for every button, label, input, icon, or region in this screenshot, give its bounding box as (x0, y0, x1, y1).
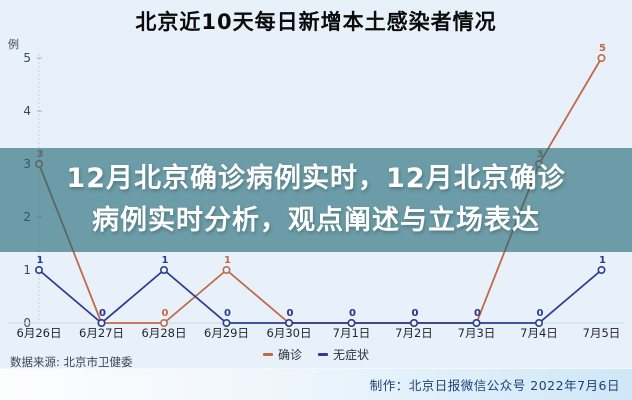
x-axis-date-label: 6月28日 (142, 326, 187, 340)
data-point-marker (472, 318, 481, 327)
legend-item-asymptomatic: 无症状 (318, 346, 369, 363)
overlay-text-line-1: 12月北京确诊病例实时，12月北京确诊 (66, 163, 566, 194)
data-point-label: 5 (599, 43, 606, 54)
data-point-label: 0 (349, 308, 356, 319)
data-point-label: 0 (287, 308, 294, 319)
headline-overlay-banner: 12月北京确诊病例实时，12月北京确诊 病例实时分析，观点阐述与立场表达 (0, 148, 632, 252)
y-axis-tick-label: 4 (23, 104, 31, 118)
data-point-label: 0 (99, 308, 106, 319)
data-point-label: 0 (224, 308, 231, 319)
data-point-marker (347, 318, 356, 327)
chart-title: 北京近10天每日新增本土感染者情况 (135, 10, 497, 34)
data-point-label: 0 (349, 308, 356, 319)
data-point-label: 0 (99, 308, 106, 319)
data-point-marker (597, 53, 606, 62)
data-source-note: 数据来源: 北京市卫健委 (10, 355, 133, 369)
x-axis-date-label: 6月30日 (267, 326, 312, 340)
y-axis-tick-label: 5 (23, 51, 31, 65)
data-point-marker (597, 265, 606, 274)
data-point-label: 0 (474, 308, 481, 319)
data-point-marker (222, 265, 231, 274)
legend-label-asymptomatic: 无症状 (333, 347, 370, 362)
data-point-label: 0 (537, 308, 544, 319)
legend-label-confirmed: 确诊 (277, 347, 302, 362)
data-point-label: 1 (224, 255, 231, 266)
data-point-label: 0 (474, 308, 481, 319)
data-point-label: 1 (162, 255, 169, 266)
data-point-marker (97, 318, 106, 327)
y-axis-tick-label: 1 (23, 263, 31, 277)
data-point-label: 0 (162, 308, 169, 319)
x-axis-date-label: 6月29日 (204, 326, 249, 340)
series-line-asymptomatic (38, 268, 603, 325)
data-point-marker (160, 318, 169, 327)
x-axis-date-label: 6月27日 (79, 326, 124, 340)
data-point-label: 0 (412, 308, 419, 319)
chart-legend: 确诊 无症状 (0, 346, 632, 362)
x-axis-date-label: 6月26日 (17, 326, 62, 340)
data-point-label: 1 (599, 255, 606, 266)
data-point-marker (284, 318, 293, 327)
data-point-label: 1 (37, 255, 44, 266)
confirmed-series-dash-icon (262, 352, 273, 356)
credit-note: 制作：北京日报微信公众号 2022年7月6日 (369, 378, 620, 393)
asymptomatic-series-dash-icon (318, 352, 328, 356)
data-point-marker (222, 318, 231, 327)
footer-strip: 制作：北京日报微信公众号 2022年7月6日 (0, 368, 632, 400)
data-point-label: 0 (412, 308, 419, 319)
data-point-marker (409, 318, 418, 327)
x-axis-date-label: 7月2日 (395, 326, 433, 340)
x-axis-date-label: 7月3日 (458, 326, 496, 340)
data-point-marker (160, 265, 169, 274)
overlay-text-line-2: 病例实时分析，观点阐述与立场表达 (92, 205, 540, 236)
x-axis-date-label: 7月4日 (520, 326, 558, 340)
data-point-label: 0 (287, 308, 294, 319)
x-axis-date-label: 7月5日 (583, 326, 621, 340)
data-point-marker (534, 318, 543, 327)
y-axis-unit-label: 例 (8, 38, 19, 51)
data-point-marker (34, 265, 43, 274)
legend-item-confirmed: 确诊 (262, 346, 302, 363)
x-axis-date-label: 7月1日 (333, 326, 371, 340)
